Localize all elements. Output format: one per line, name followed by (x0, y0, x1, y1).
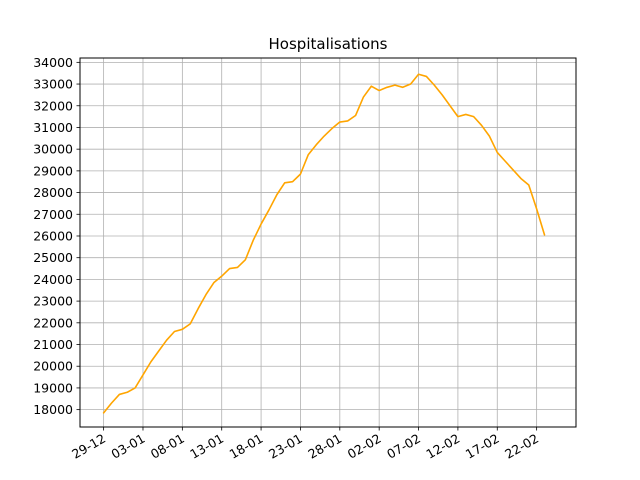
y-tick-label: 22000 (33, 315, 73, 330)
chart-title: Hospitalisations (269, 35, 388, 53)
y-tick-label: 21000 (33, 337, 73, 352)
y-tick-label: 30000 (33, 142, 73, 157)
series-layer (102, 73, 546, 414)
y-tick-label: 34000 (33, 55, 73, 70)
plot-area-frame (79, 57, 577, 428)
y-tick-label: 20000 (33, 359, 73, 374)
y-axis: 18000 19000 20000 21000 22000 23000 24000 25000… (33, 55, 80, 417)
y-tick-label: 27000 (33, 207, 73, 222)
y-tick-label: 33000 (33, 77, 73, 92)
y-tick-label: 28000 (33, 185, 73, 200)
y-tick-label: 29000 (33, 163, 73, 178)
y-tick-label: 32000 (33, 98, 73, 113)
series-line (102, 73, 546, 414)
y-tick-label: 25000 (33, 250, 73, 265)
y-tick-label: 19000 (33, 380, 73, 395)
y-tick-label: 31000 (33, 120, 73, 135)
y-tick-label: 18000 (33, 402, 73, 417)
y-tick-label: 24000 (33, 272, 73, 287)
grid (80, 58, 576, 427)
y-tick-label: 26000 (33, 228, 73, 243)
y-tick-label: 23000 (33, 294, 73, 309)
